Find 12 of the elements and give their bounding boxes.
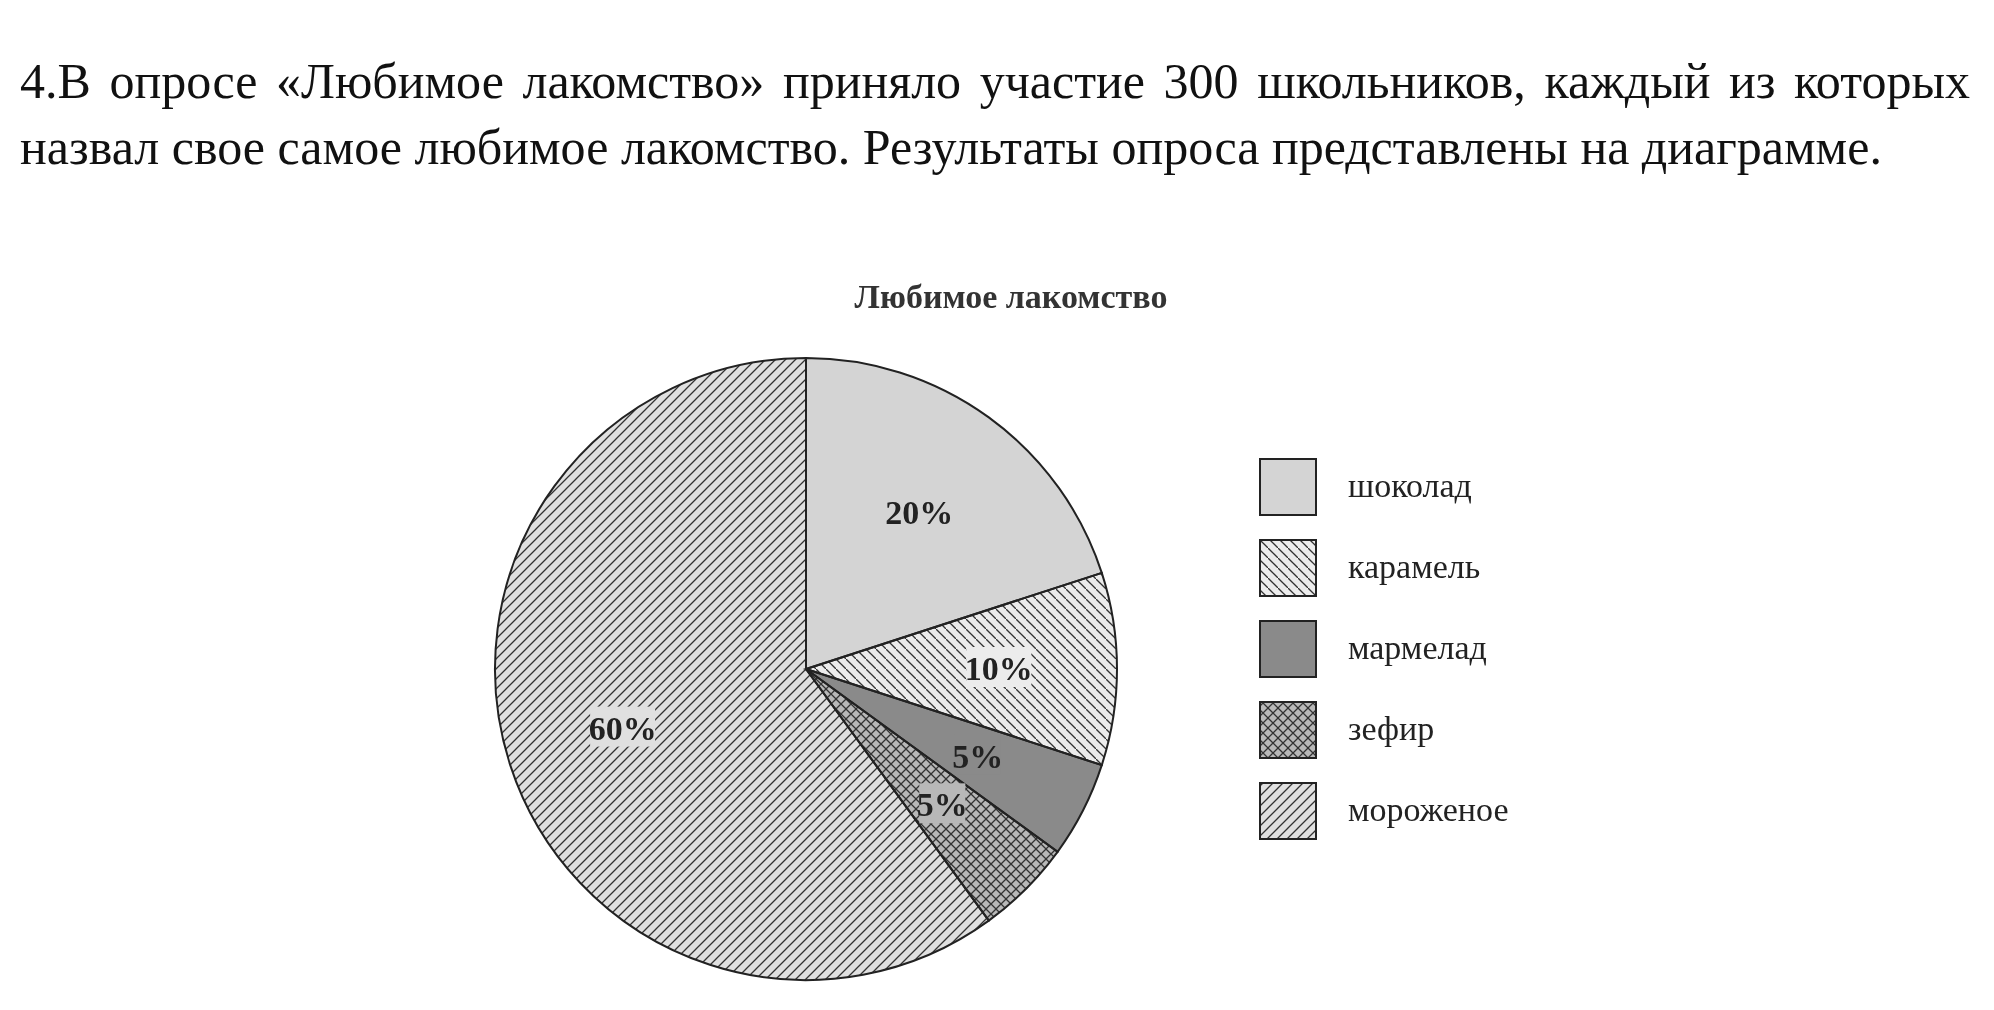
data-label: 20% xyxy=(885,494,954,532)
data-label: 10% xyxy=(964,650,1033,687)
data-label: 5% xyxy=(952,737,1004,775)
legend-label: шоколад xyxy=(1348,467,1472,504)
data-label: 5% xyxy=(916,786,968,824)
legend-label: мармелад xyxy=(1348,629,1487,666)
legend-label: карамель xyxy=(1348,548,1481,585)
chart-title: Любимое лакомство xyxy=(854,278,1168,315)
text: 4.В опросе «Любимое лакомство» приняло участие 300 школьников, каждый из которых назвал свое самое любимое лакомство. Результаты опроса представлены на диаграмме. xyxy=(20,52,1970,177)
legend-label: зефир xyxy=(1348,710,1435,747)
data-label: 60% xyxy=(588,709,657,747)
legend-label: мороженое xyxy=(1348,791,1509,828)
